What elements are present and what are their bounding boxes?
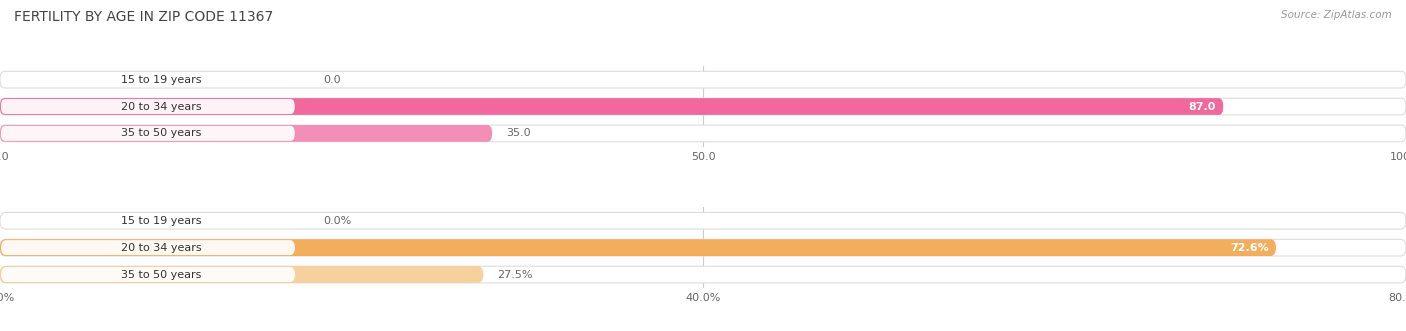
FancyBboxPatch shape (0, 125, 1406, 142)
Text: 0.0: 0.0 (323, 75, 342, 85)
Text: 15 to 19 years: 15 to 19 years (121, 216, 201, 226)
Text: FERTILITY BY AGE IN ZIP CODE 11367: FERTILITY BY AGE IN ZIP CODE 11367 (14, 10, 273, 24)
FancyBboxPatch shape (0, 266, 484, 283)
FancyBboxPatch shape (0, 98, 1406, 115)
Text: 35 to 50 years: 35 to 50 years (121, 128, 201, 138)
FancyBboxPatch shape (1, 240, 295, 255)
FancyBboxPatch shape (1, 99, 295, 114)
Text: 72.6%: 72.6% (1230, 243, 1268, 253)
FancyBboxPatch shape (0, 239, 1277, 256)
FancyBboxPatch shape (0, 239, 1406, 256)
Text: 0.0%: 0.0% (323, 216, 352, 226)
FancyBboxPatch shape (0, 266, 1406, 283)
FancyBboxPatch shape (0, 125, 492, 142)
FancyBboxPatch shape (1, 213, 295, 228)
FancyBboxPatch shape (1, 72, 295, 87)
Text: 15 to 19 years: 15 to 19 years (121, 75, 201, 85)
Text: 27.5%: 27.5% (498, 269, 533, 279)
FancyBboxPatch shape (1, 126, 295, 141)
Text: 35.0: 35.0 (506, 128, 531, 138)
Text: 87.0: 87.0 (1189, 102, 1216, 112)
FancyBboxPatch shape (0, 98, 1223, 115)
FancyBboxPatch shape (0, 71, 1406, 88)
FancyBboxPatch shape (1, 267, 295, 282)
Text: 35 to 50 years: 35 to 50 years (121, 269, 201, 279)
Text: 20 to 34 years: 20 to 34 years (121, 102, 201, 112)
FancyBboxPatch shape (0, 213, 1406, 229)
Text: 20 to 34 years: 20 to 34 years (121, 243, 201, 253)
Text: Source: ZipAtlas.com: Source: ZipAtlas.com (1281, 10, 1392, 20)
